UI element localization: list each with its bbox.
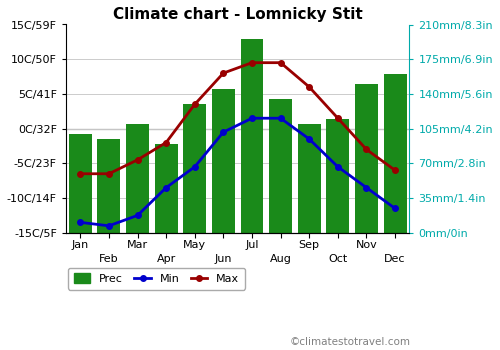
Text: ©climatestotravel.com: ©climatestotravel.com [290, 337, 411, 347]
Bar [326, 119, 349, 233]
Title: Climate chart - Lomnicky Stit: Climate chart - Lomnicky Stit [113, 7, 362, 22]
Bar [154, 144, 178, 233]
Bar [212, 89, 235, 233]
Bar [126, 124, 149, 233]
Bar [355, 84, 378, 233]
Bar [269, 99, 292, 233]
Legend: Prec, Min, Max: Prec, Min, Max [68, 268, 245, 290]
Bar [240, 40, 264, 233]
Bar [69, 134, 92, 233]
Bar [98, 139, 120, 233]
Bar [184, 104, 206, 233]
Bar [298, 124, 320, 233]
Bar [384, 74, 406, 233]
